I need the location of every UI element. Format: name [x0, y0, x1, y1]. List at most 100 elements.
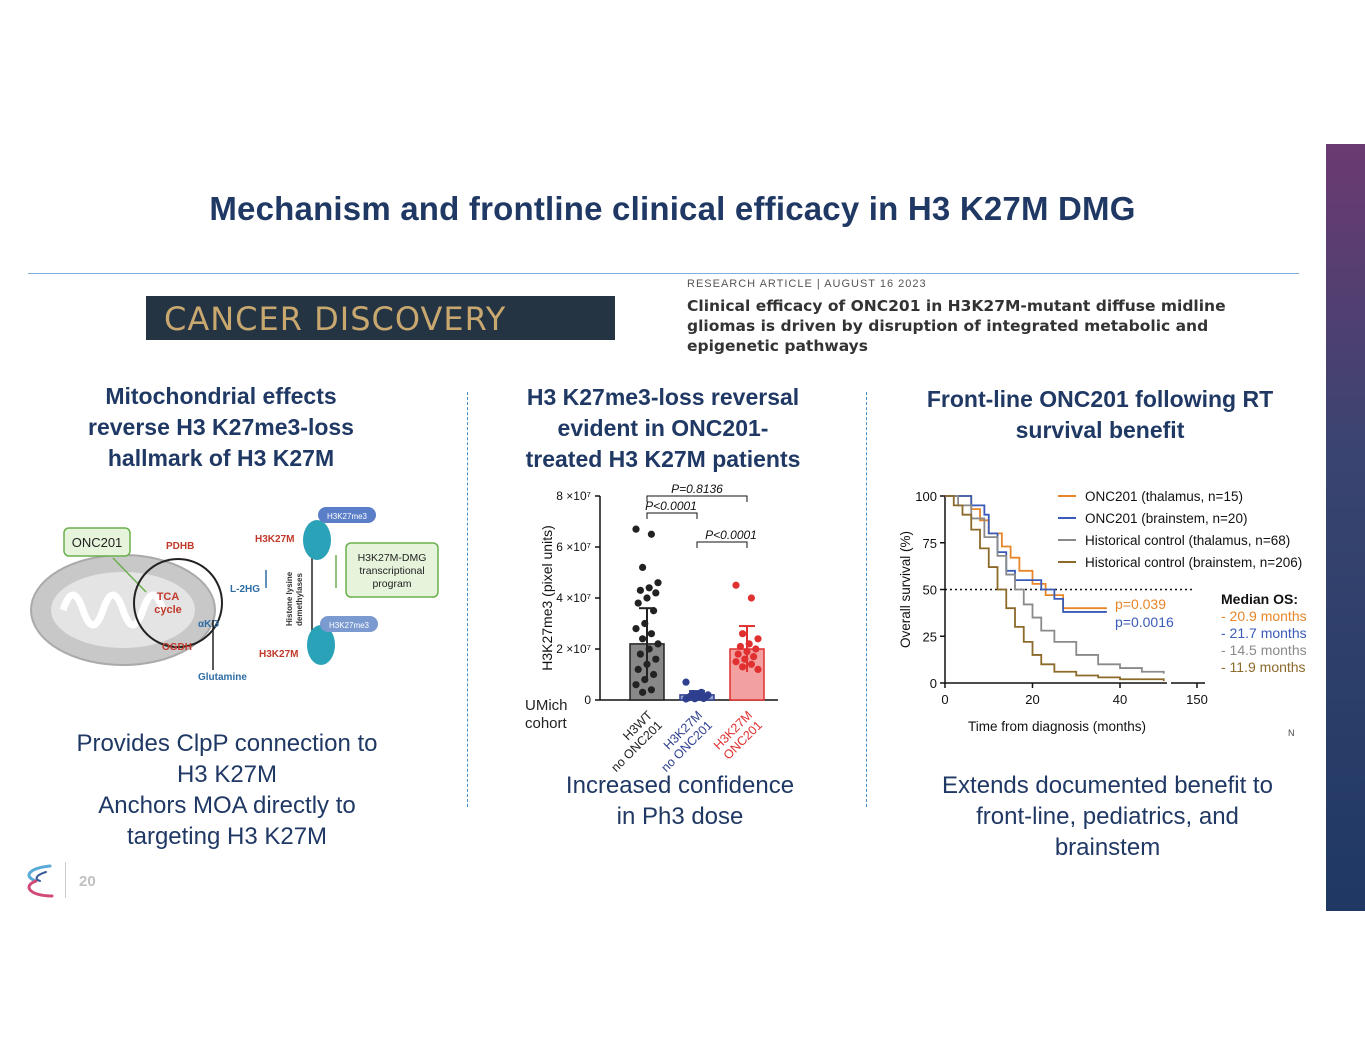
col1-footer: Provides ClpP connection to H3 K27M Anch… — [40, 728, 414, 852]
data-point — [739, 630, 747, 638]
bar-y-tick-label: 2 ×10⁷ — [556, 642, 591, 656]
company-logo-icon — [27, 864, 54, 898]
data-point — [647, 686, 655, 694]
data-point — [647, 630, 655, 638]
col1-heading: Mitochondrial effects reverse H3 K27me3-… — [40, 381, 402, 474]
svg-text:H3K27M: H3K27M — [259, 649, 298, 660]
article-title: Clinical efficacy of ONC201 in H3K27M-mu… — [687, 297, 1226, 355]
data-point — [639, 688, 647, 696]
data-point — [634, 665, 642, 673]
col3-heading-line: survival benefit — [1015, 417, 1185, 443]
svg-text:PDHB: PDHB — [166, 541, 194, 552]
bar-category-label: H3K27Mno ONC201 — [649, 708, 716, 775]
km-x-axis-label: Time from diagnosis (months) — [968, 719, 1146, 734]
km-legend-label: Historical control (brainstem, n=206) — [1085, 555, 1302, 570]
nucleosome-bottom — [307, 625, 335, 665]
cohort-label-line: UMich — [525, 697, 568, 714]
data-point — [691, 695, 699, 703]
data-point — [652, 655, 660, 663]
col2-footer-line: Increased confidence — [565, 772, 795, 799]
data-point — [639, 635, 647, 643]
col1-footer-line: targeting H3 K27M — [126, 823, 328, 850]
col1-footer-line: Anchors MOA directly to — [98, 792, 356, 819]
col1-heading-line: reverse H3 K27me3-loss — [88, 414, 354, 440]
significance-label: P=0.8136 — [671, 482, 723, 496]
median-os-item: - 21.7 months — [1221, 625, 1307, 641]
median-os-list: - 20.9 months - 21.7 months - 14.5 months -… — [1221, 608, 1307, 676]
data-point — [643, 594, 651, 602]
median-os-item: - 14.5 months — [1221, 642, 1307, 658]
col3-heading: Front-line ONC201 following RT survival … — [880, 384, 1320, 446]
data-point — [632, 681, 640, 689]
col3-heading-line: Front-line ONC201 following RT — [926, 386, 1274, 412]
data-point — [643, 660, 651, 668]
svg-text:H3K27M-DMG: H3K27M-DMG — [358, 552, 427, 564]
km-series-line — [945, 495, 1107, 613]
data-point — [732, 658, 740, 666]
page-number: 20 — [79, 873, 96, 890]
data-point — [743, 647, 751, 656]
nucleosome-top — [303, 520, 331, 560]
km-series-line — [945, 495, 1165, 682]
svg-text:TCA: TCA — [157, 591, 180, 603]
svg-text:αKG: αKG — [198, 619, 219, 630]
svg-text:cycle: cycle — [154, 604, 182, 616]
km-series-line — [945, 495, 1165, 674]
km-series-line — [945, 495, 1107, 610]
col1-heading-line: Mitochondrial effects — [105, 383, 337, 409]
svg-text:Histone lysine: Histone lysine — [285, 571, 294, 626]
col1-heading-line: hallmark of H3 K27M — [107, 445, 335, 471]
column-divider — [866, 392, 867, 807]
data-point — [747, 660, 755, 668]
col2-heading-line: treated H3 K27M patients — [525, 446, 801, 472]
data-point — [682, 695, 690, 703]
data-point — [747, 594, 755, 602]
km-y-axis-label: Overall survival (%) — [898, 531, 913, 648]
slide-title: Mechanism and frontline clinical efficac… — [209, 190, 1136, 227]
median-os-item: - 20.9 months — [1221, 608, 1307, 624]
svg-text:program: program — [372, 578, 411, 590]
bar-y-tick-label: 8 ×10⁷ — [556, 489, 591, 503]
onc201-label: ONC201 — [72, 535, 123, 550]
km-x-tick-label: 150 — [1186, 692, 1208, 707]
median-os-title: Median OS: — [1221, 591, 1299, 607]
data-point — [647, 530, 655, 538]
bar-y-tick-label: 6 ×10⁷ — [556, 540, 591, 554]
col2-footer-line: in Ph3 dose — [616, 803, 744, 830]
brand-sidebar-bar — [1326, 144, 1365, 911]
data-point — [650, 607, 658, 615]
data-point — [641, 676, 649, 684]
data-point — [741, 655, 749, 663]
corner-mark: N — [1288, 728, 1295, 738]
median-os-block: Median OS: - 20.9 months - 21.7 months - 1… — [1221, 591, 1307, 676]
data-point — [750, 653, 758, 661]
svg-text:Glutamine: Glutamine — [198, 672, 247, 683]
data-point — [632, 525, 640, 533]
col1-footer-line: H3 K27M — [176, 761, 278, 788]
mechanism-diagram: ONC201 TCA cycle PDHB OGDH αKG L-2HG Glu… — [30, 507, 439, 683]
onc201-box — [63, 527, 131, 557]
data-point — [654, 579, 662, 587]
svg-text:transcriptional: transcriptional — [359, 565, 424, 577]
data-point — [636, 586, 644, 594]
km-y-tick-label: 50 — [923, 583, 937, 598]
svg-text:H3K27me3: H3K27me3 — [327, 512, 368, 521]
data-point — [732, 581, 740, 589]
svg-text:L-2HG: L-2HG — [230, 584, 260, 595]
column-divider — [467, 392, 468, 807]
significance-bracket — [696, 541, 748, 548]
svg-text:OGDH: OGDH — [162, 642, 192, 653]
bar-category-label: H3K27MONC201 — [711, 708, 765, 762]
data-point — [734, 650, 742, 658]
svg-text:H3K27M: H3K27M — [255, 534, 294, 545]
significance-bracket — [646, 495, 748, 502]
km-x-tick-label: 40 — [1113, 692, 1127, 707]
km-legend-label: Historical control (thalamus, n=68) — [1085, 533, 1290, 548]
col1-footer-line: Provides ClpP connection to — [76, 730, 378, 757]
data-point — [754, 635, 762, 643]
data-point — [641, 619, 649, 628]
bar-y-axis-label: H3K27me3 (pixel units) — [539, 525, 555, 671]
k27me3-bar-chart: 0 2 ×10⁷ 4 ×10⁷ 6 ×10⁷ 8 ×10⁷ H3K27me3 (pixel… — [539, 482, 778, 775]
footer-divider — [65, 862, 66, 898]
median-os-item: - 11.9 months — [1221, 659, 1306, 675]
